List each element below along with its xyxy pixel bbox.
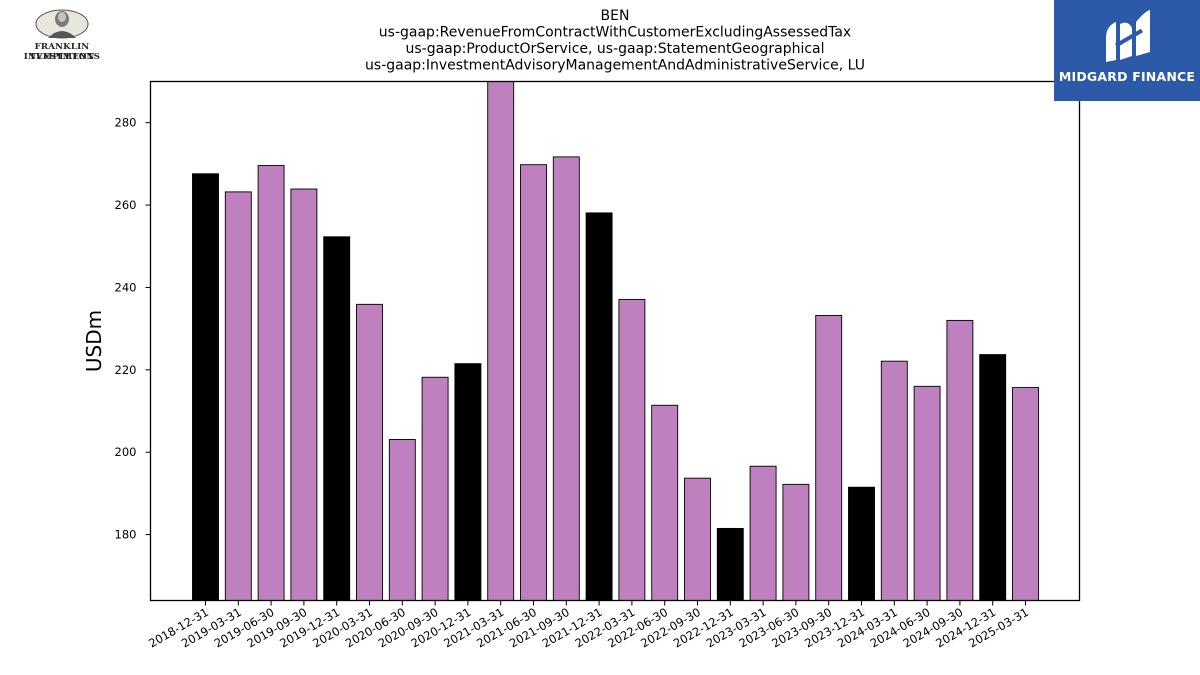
- y-tick-label: 220: [115, 363, 137, 377]
- y-axis-label: USDm: [82, 310, 106, 372]
- y-tick-label: 200: [115, 445, 137, 459]
- y-tick-label: 240: [115, 280, 137, 294]
- y-tick-label: 180: [115, 528, 137, 542]
- bar: [552, 156, 580, 601]
- bar: [520, 164, 547, 601]
- y-tick-label: 280: [115, 116, 137, 130]
- x-axis: 2018-12-312019-03-312019-06-302019-09-30…: [146, 600, 1031, 651]
- bar: [224, 191, 252, 601]
- bar: [979, 354, 1007, 601]
- bar: [716, 527, 744, 601]
- bar: [913, 385, 941, 601]
- bar: [290, 188, 318, 601]
- bar: [257, 165, 285, 601]
- bar: [880, 360, 908, 601]
- bar: [618, 298, 646, 601]
- bar: [684, 477, 711, 601]
- bar: [356, 303, 383, 601]
- bar: [421, 376, 449, 601]
- logo-text-line2: INVESTMENTS: [23, 52, 101, 62]
- chart-title-line: us-gaap:InvestmentAdvisoryManagementAndA…: [365, 58, 865, 74]
- chart-title-line: us-gaap:ProductOrService, us-gaap:Statem…: [405, 41, 824, 57]
- y-tick-label: 260: [115, 198, 137, 212]
- bar: [585, 212, 613, 601]
- franklin-templeton-logo: FRANKLIN TEMPLETON INVESTMENTS: [4, 4, 120, 64]
- plot-frame: [149, 80, 1081, 602]
- bar: [749, 465, 777, 601]
- bar-series: [192, 81, 1039, 601]
- y-axis: 180 200 220 240 260 280: [115, 116, 151, 542]
- bar: [815, 315, 843, 601]
- bar: [454, 363, 482, 601]
- bar: [192, 173, 219, 601]
- chart-title: BEN us-gaap:RevenueFromContractWithCusto…: [365, 8, 865, 74]
- logo-brand-name: MIDGARD FINANCE: [1058, 69, 1196, 84]
- midgard-emblem-icon: [1106, 10, 1150, 62]
- chart-title-line: us-gaap:RevenueFromContractWithCustomerE…: [379, 25, 851, 41]
- bar: [487, 81, 515, 601]
- portrait-icon: [35, 9, 89, 39]
- bar: [946, 319, 974, 601]
- chart-title-line: BEN: [601, 8, 630, 24]
- logo-text-line1: FRANKLIN TEMPLETON: [29, 42, 95, 62]
- bar: [782, 483, 810, 601]
- midgard-finance-logo: MIDGARD FINANCE: [1054, 0, 1200, 101]
- bar: [1012, 387, 1039, 601]
- bar: [848, 486, 875, 601]
- bar: [651, 404, 679, 601]
- bar: [388, 439, 416, 601]
- bar: [323, 236, 351, 601]
